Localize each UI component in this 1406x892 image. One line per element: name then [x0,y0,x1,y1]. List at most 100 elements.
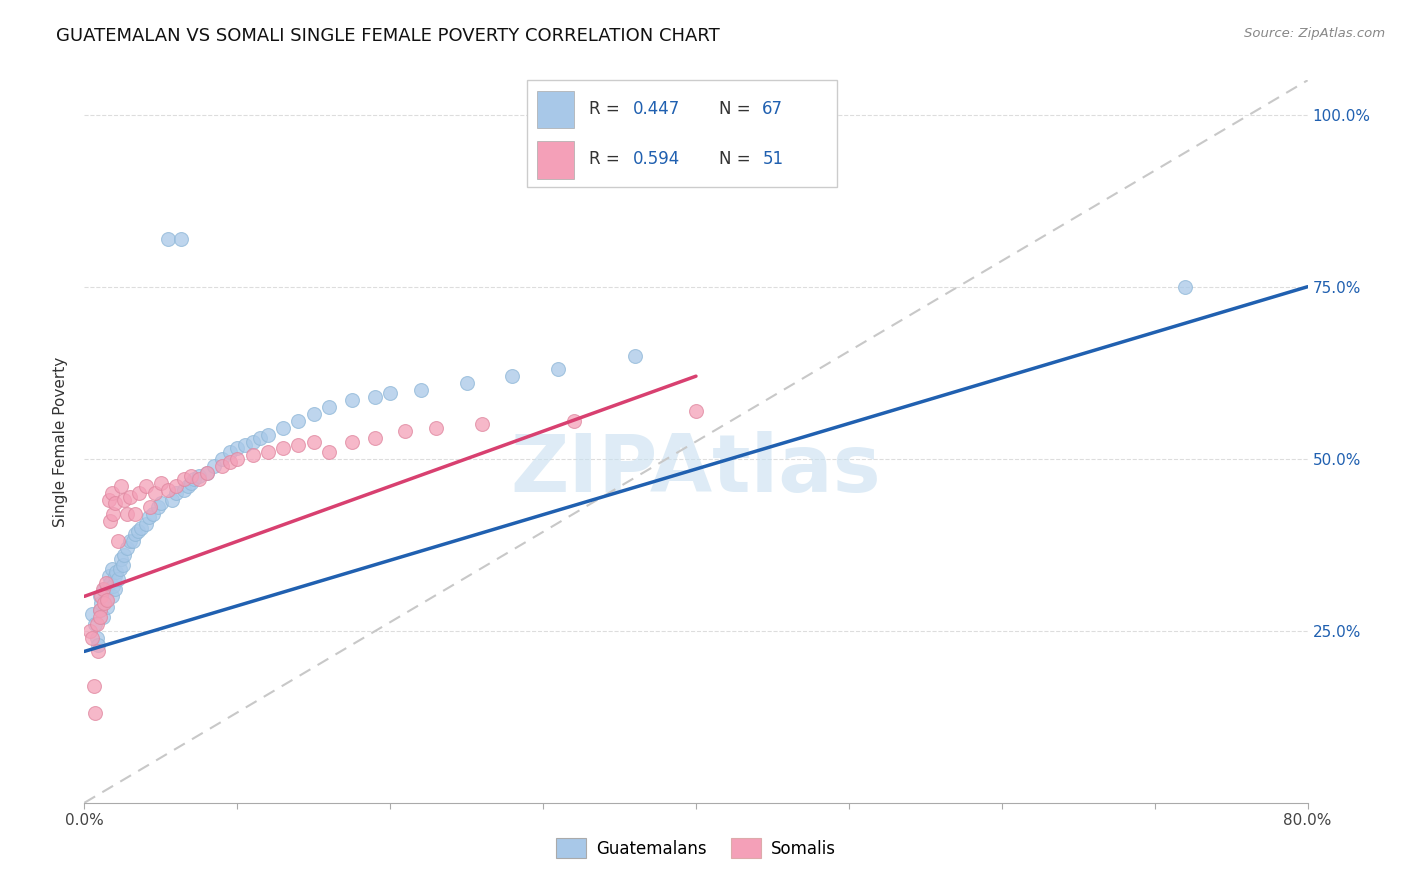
Point [394,424,416,438]
Text: 51: 51 [762,150,783,168]
Point [90,590,112,604]
Point [79,624,101,638]
Text: 0.594: 0.594 [633,150,679,168]
Point [364,390,387,404]
Point [101,486,124,500]
Point [165,486,187,500]
Point [409,383,432,397]
Text: N =: N = [718,150,756,168]
Point [101,590,124,604]
Point [98,514,121,528]
Point [142,507,165,521]
Point [108,562,131,576]
Point [226,451,249,466]
Point [112,493,135,508]
Point [149,496,172,510]
Point [107,534,129,549]
Point [86,616,108,631]
Point [380,386,402,401]
Legend: Guatemalans, Somalis: Guatemalans, Somalis [547,830,845,867]
Point [257,427,280,442]
Point [89,603,111,617]
Point [96,582,118,597]
Point [87,638,110,652]
Point [97,493,120,508]
Point [456,376,478,390]
Point [104,496,127,510]
Point [425,421,447,435]
Point [271,421,294,435]
Point [302,434,325,449]
Point [195,466,218,480]
Point [287,414,309,428]
Point [340,434,363,449]
Point [157,483,180,497]
Point [84,706,107,721]
Text: 67: 67 [762,100,783,118]
Point [135,517,157,532]
Point [173,483,195,497]
Point [128,486,150,500]
Point [104,582,127,597]
Point [202,458,225,473]
Point [242,434,264,449]
Point [84,616,107,631]
Point [98,575,121,590]
Point [86,631,108,645]
Point [129,520,152,534]
Text: N =: N = [718,100,756,118]
Point [80,607,103,621]
Point [135,479,157,493]
Point [257,445,280,459]
Point [89,610,111,624]
Point [138,510,160,524]
Point [170,231,193,245]
Point [127,524,149,538]
Point [96,592,118,607]
Point [173,472,195,486]
Point [96,599,118,614]
Point [471,417,494,432]
Point [120,490,142,504]
Point [80,631,103,645]
Point [188,472,211,486]
FancyBboxPatch shape [537,141,574,178]
Point [211,451,233,466]
Point [115,507,138,521]
Point [195,466,218,480]
Point [218,445,240,459]
Point [302,407,325,421]
Point [122,534,145,549]
Point [104,568,127,582]
Point [165,479,187,493]
FancyBboxPatch shape [537,91,574,128]
Point [93,596,115,610]
Text: GUATEMALAN VS SOMALI SINGLE FEMALE POVERTY CORRELATION CHART: GUATEMALAN VS SOMALI SINGLE FEMALE POVER… [56,27,720,45]
Point [91,610,114,624]
Text: Source: ZipAtlas.com: Source: ZipAtlas.com [1244,27,1385,40]
Point [83,679,105,693]
Point [143,486,166,500]
Point [562,414,585,428]
Point [89,603,111,617]
Point [124,507,146,521]
Point [103,579,125,593]
Point [90,596,112,610]
Point [89,590,111,604]
Point [624,349,647,363]
Point [1174,279,1197,293]
FancyBboxPatch shape [527,80,837,187]
Point [502,369,524,384]
Point [94,575,117,590]
Point [101,562,124,576]
Y-axis label: Single Female Poverty: Single Female Poverty [53,357,69,526]
Point [226,442,249,456]
Point [105,566,128,580]
Point [233,438,256,452]
Point [180,469,202,483]
Point [183,472,205,486]
Point [103,507,125,521]
Point [242,448,264,462]
Point [149,475,172,490]
Point [180,475,202,490]
